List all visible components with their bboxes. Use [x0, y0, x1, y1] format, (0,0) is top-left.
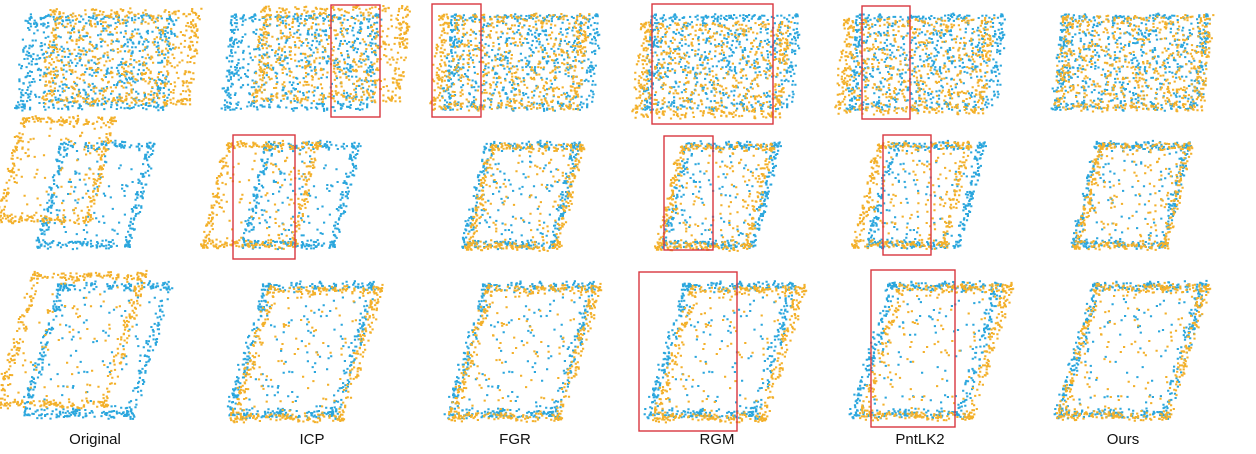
highlight-box	[664, 136, 713, 250]
point-cloud	[654, 143, 775, 251]
point-cloud	[23, 281, 173, 419]
point-cloud	[1071, 141, 1192, 249]
column-label: FGR	[499, 431, 531, 448]
point-cloud	[200, 141, 322, 249]
point-clouds	[0, 6, 1214, 423]
point-cloud	[1072, 143, 1193, 250]
point-cloud	[221, 14, 383, 111]
point-cloud	[849, 281, 1003, 419]
column-label: Original	[69, 431, 121, 448]
point-cloud	[1054, 281, 1208, 419]
point-cloud	[227, 281, 378, 419]
point-cloud	[36, 141, 156, 249]
column-label: PntLK2	[895, 431, 944, 448]
highlight-box	[862, 6, 910, 119]
figure: Original ICP FGR RGM PntLK2 Ours	[0, 0, 1256, 454]
point-cloud	[241, 141, 361, 249]
point-cloud	[1051, 14, 1211, 111]
column-label: Ours	[1107, 431, 1140, 448]
point-cloud	[834, 18, 995, 115]
point-cloud	[448, 284, 602, 422]
column-label: RGM	[700, 431, 735, 448]
point-cloud	[444, 281, 596, 419]
page: Original ICP FGR RGM PntLK2 Ours (() => …	[0, 0, 1256, 454]
point-cloud	[0, 116, 117, 224]
column-label: ICP	[299, 431, 324, 448]
highlight-box	[639, 272, 737, 431]
column-labels: Original ICP FGR RGM PntLK2 Ours	[69, 431, 1139, 448]
point-cloud	[866, 141, 987, 249]
point-cloud	[461, 141, 582, 249]
